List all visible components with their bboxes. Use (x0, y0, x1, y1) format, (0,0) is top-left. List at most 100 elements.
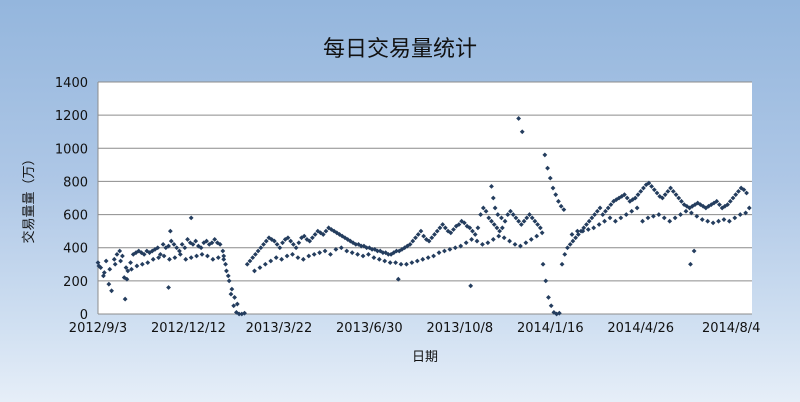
data-point (196, 243, 201, 249)
data-point (429, 235, 435, 241)
data-point (501, 235, 507, 241)
data-point (656, 212, 662, 217)
data-point (182, 245, 188, 251)
data-point (369, 246, 375, 252)
data-point (524, 215, 530, 221)
data-point (161, 253, 167, 259)
data-point (694, 213, 700, 219)
data-point (145, 260, 151, 266)
y-tick-label: 600 (63, 209, 88, 224)
data-point (168, 238, 174, 244)
data-point (307, 238, 313, 244)
data-point (565, 245, 570, 251)
y-tick-label: 1200 (55, 109, 88, 124)
data-point (673, 192, 679, 198)
data-point (662, 192, 668, 198)
data-point (651, 187, 657, 193)
x-axis-label: 日期 (412, 350, 438, 365)
data-point (589, 215, 595, 221)
data-point (415, 232, 421, 237)
data-point (556, 198, 561, 204)
data-point (710, 220, 716, 226)
data-point (434, 228, 440, 234)
data-point (190, 242, 196, 247)
data-point (226, 278, 232, 284)
data-point (136, 248, 142, 254)
data-point (547, 175, 553, 181)
data-point (385, 251, 391, 257)
data-point (141, 251, 147, 257)
data-point (436, 250, 442, 256)
data-point (261, 242, 266, 247)
data-point (358, 243, 364, 249)
data-point (518, 222, 524, 227)
data-point (516, 218, 522, 224)
data-point (594, 208, 600, 214)
x-tick-label: 2014/4/26 (607, 321, 674, 336)
data-point (179, 242, 185, 247)
data-point (344, 248, 350, 254)
data-point (296, 240, 302, 246)
data-point (496, 233, 502, 239)
data-point (518, 243, 523, 249)
data-point (592, 212, 598, 217)
data-point (431, 253, 436, 259)
x-tick-label: 2013/3/22 (246, 321, 313, 336)
data-point (188, 215, 194, 221)
data-point (342, 235, 348, 241)
data-point (670, 188, 676, 194)
data-point (155, 245, 161, 251)
x-tick-label: 2014/8/4 (702, 321, 760, 336)
data-point (242, 310, 247, 316)
data-point (717, 202, 722, 208)
data-point (553, 192, 559, 198)
data-point (492, 205, 498, 211)
data-point (122, 296, 128, 302)
data-point (426, 238, 432, 244)
data-point (156, 255, 162, 261)
data-point (236, 311, 242, 317)
data-point (355, 251, 361, 257)
data-point (474, 238, 480, 244)
data-point (489, 218, 494, 224)
data-point (649, 184, 654, 189)
data-point (556, 310, 562, 316)
data-point (537, 225, 543, 231)
data-point (640, 218, 645, 224)
data-point (513, 215, 519, 221)
data-point (387, 260, 393, 266)
data-point (375, 248, 380, 254)
data-point (114, 251, 120, 257)
data-point (111, 256, 117, 262)
data-point (413, 235, 418, 241)
data-point (252, 268, 257, 274)
data-point (166, 285, 171, 290)
data-point (485, 240, 491, 246)
data-point (224, 268, 229, 274)
data-point (602, 218, 607, 224)
data-point (349, 250, 355, 256)
data-point (300, 256, 306, 262)
data-point (654, 190, 660, 196)
data-point (561, 207, 567, 212)
data-point (490, 237, 496, 242)
data-point (128, 260, 133, 266)
data-point (215, 255, 221, 261)
data-point (274, 242, 280, 247)
data-point (101, 273, 106, 279)
data-point (665, 188, 671, 194)
data-point (205, 253, 210, 259)
data-point (489, 184, 494, 189)
data-point (420, 256, 426, 262)
data-point (445, 228, 451, 234)
data-point (632, 195, 638, 201)
data-point (139, 261, 145, 267)
data-point (437, 225, 443, 231)
data-point (532, 218, 538, 224)
data-point (463, 240, 469, 246)
data-point (288, 238, 294, 244)
data-point (410, 238, 416, 244)
data-point (737, 212, 743, 217)
data-point (624, 195, 630, 201)
